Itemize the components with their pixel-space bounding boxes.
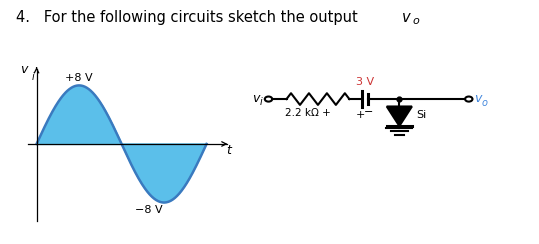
Text: 3 V: 3 V (356, 77, 374, 87)
Text: v: v (20, 63, 27, 76)
Text: i: i (260, 97, 262, 107)
Text: Si: Si (417, 110, 427, 120)
Text: 2.2 kΩ +: 2.2 kΩ + (285, 108, 331, 118)
Text: +8 V: +8 V (65, 73, 93, 83)
Polygon shape (387, 106, 412, 126)
Text: t: t (226, 144, 231, 157)
Text: i: i (32, 72, 34, 82)
Text: −8 V: −8 V (135, 205, 163, 215)
Text: v: v (402, 10, 410, 25)
Text: +: + (356, 110, 365, 120)
Text: v: v (474, 92, 481, 105)
Text: 4.   For the following circuits sketch the output: 4. For the following circuits sketch the… (16, 10, 367, 25)
Text: v: v (252, 92, 260, 105)
Text: −: − (364, 107, 374, 117)
Text: o: o (481, 98, 487, 108)
Text: o: o (412, 16, 419, 26)
